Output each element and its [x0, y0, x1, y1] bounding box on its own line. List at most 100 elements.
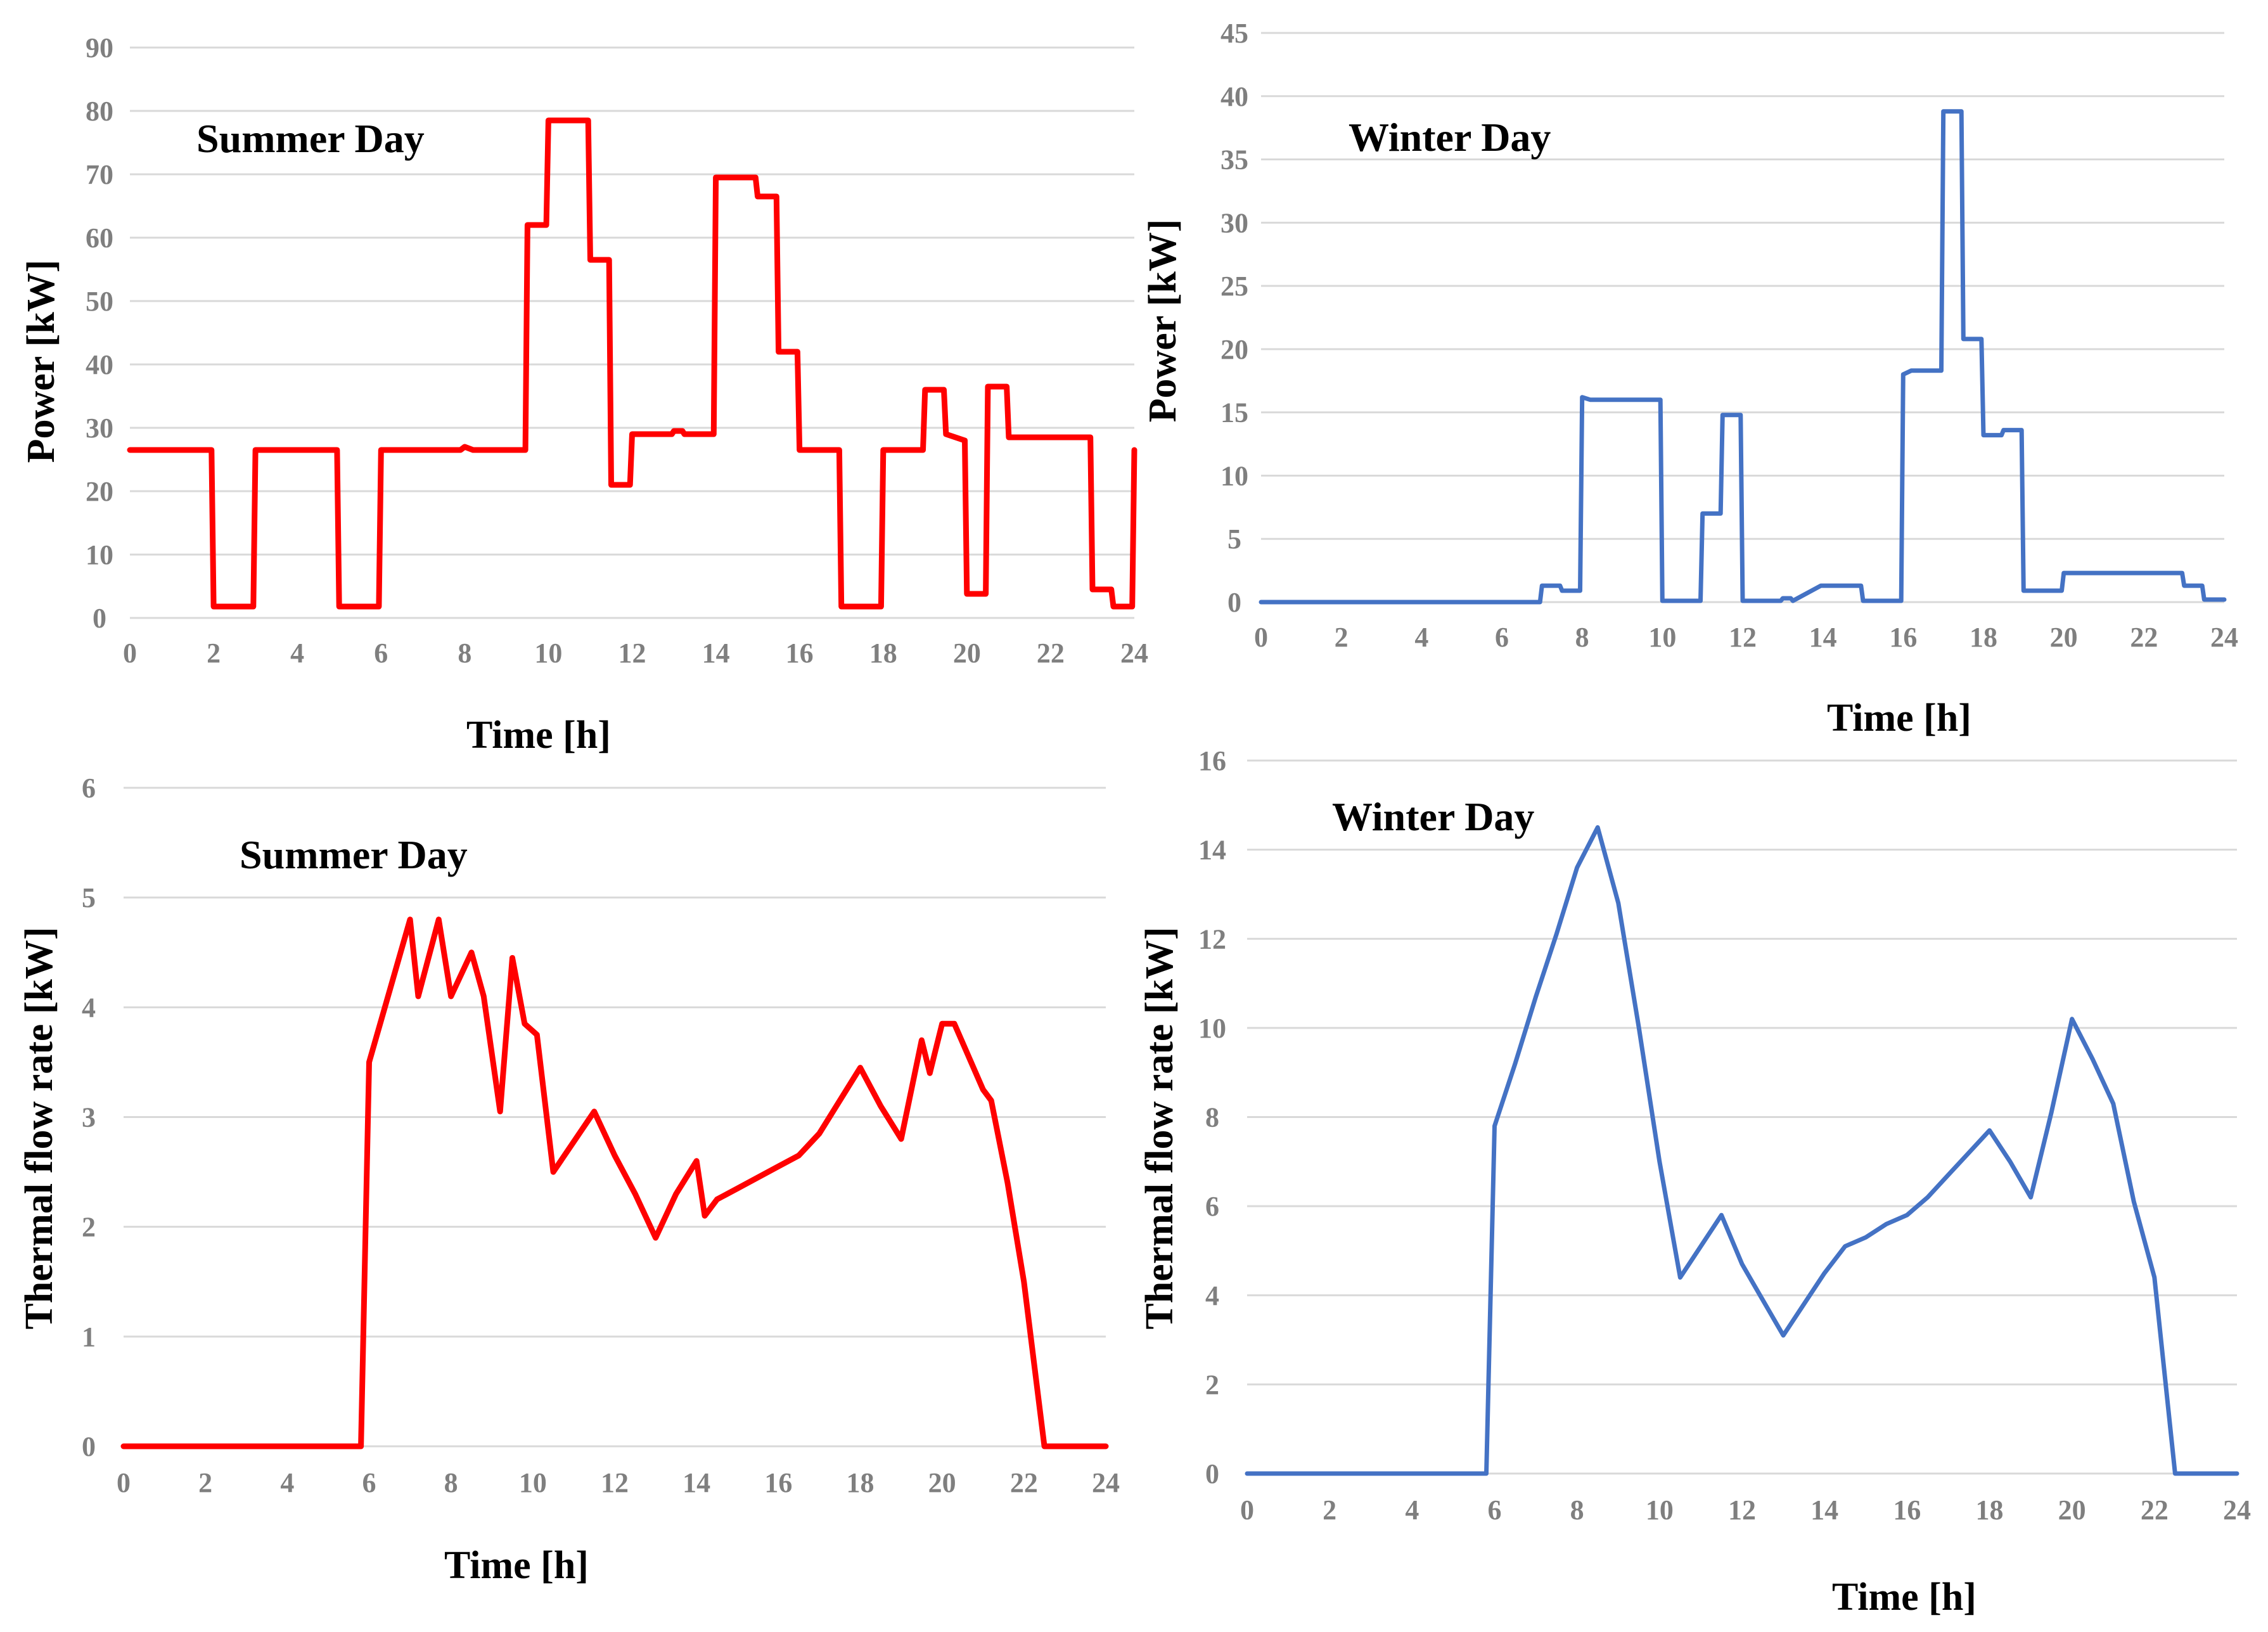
- winter-thermal-y-tick-label: 0: [1205, 1458, 1219, 1489]
- summer-thermal-x-tick-label: 8: [444, 1467, 458, 1498]
- winter-thermal-x-axis-title: Time [h]: [1832, 1576, 1976, 1619]
- winter-thermal-x-tick-label: 12: [1728, 1494, 1756, 1526]
- winter-power-x-tick-label: 0: [1254, 622, 1268, 653]
- summer-power-x-tick-label: 8: [458, 638, 471, 669]
- winter-power-y-tick-label: 0: [1227, 587, 1241, 618]
- winter-power-x-tick-label: 2: [1335, 622, 1349, 653]
- summer-thermal-series-line: [120, 916, 1109, 1449]
- summer-power-x-tick-label: 14: [702, 638, 730, 669]
- summer-power-series-line: [127, 117, 1137, 610]
- summer-thermal-gridlines: [124, 787, 1106, 1448]
- summer-power-gridlines: [130, 46, 1134, 619]
- summer-thermal-y-tick-label: 0: [82, 1431, 96, 1462]
- winter-power-y-axis-title: Power [kW]: [1141, 219, 1184, 423]
- summer-thermal-y-tick-label: 4: [82, 992, 96, 1023]
- summer-thermal-annotation: Summer Day: [240, 832, 468, 877]
- summer-thermal-x-axis-title: Time [h]: [444, 1544, 589, 1587]
- summer-thermal-x-tick-label: 10: [519, 1467, 547, 1498]
- winter-thermal-x-tick-label: 20: [2058, 1494, 2086, 1526]
- winter-power-series-line: [1259, 109, 2227, 605]
- summer-thermal-y-axis-title: Thermal flow rate [kW]: [18, 927, 61, 1329]
- winter-thermal-x-tick-label: 6: [1488, 1494, 1502, 1526]
- summer-power-y-tick-label: 0: [93, 603, 106, 634]
- summer-power-x-tick-label: 2: [207, 638, 221, 669]
- summer-power-x-tick-label: 10: [534, 638, 562, 669]
- winter-thermal-annotation: Winter Day: [1332, 794, 1534, 839]
- winter-thermal-x-tick-label: 16: [1893, 1494, 1921, 1526]
- summer-power-x-tick-label: 18: [869, 638, 897, 669]
- winter-power-x-tick-label: 6: [1495, 622, 1509, 653]
- summer-power-y-tick-label: 10: [86, 539, 113, 570]
- winter-thermal-series: [1245, 825, 2239, 1476]
- summer-thermal-y-tick-label: 3: [82, 1102, 96, 1133]
- summer-thermal-y-tick-label: 6: [82, 773, 96, 804]
- winter-thermal-y-tick-label: 2: [1205, 1369, 1219, 1400]
- winter-power-x-tick-label: 18: [1970, 622, 1997, 653]
- winter-thermal-x-tick-label: 22: [2141, 1494, 2169, 1526]
- summer-thermal-x-tick-label: 20: [928, 1467, 956, 1498]
- winter-thermal-y-tick-label: 12: [1198, 923, 1226, 954]
- winter-power-x-tick-label: 8: [1575, 622, 1589, 653]
- summer-thermal-series: [120, 916, 1109, 1449]
- winter-power-x-tick-label: 10: [1648, 622, 1676, 653]
- winter-power-x-tick-label: 12: [1729, 622, 1757, 653]
- summer-power-x-tick-label: 0: [123, 638, 137, 669]
- winter-power-x-tick-label: 20: [2050, 622, 2078, 653]
- summer-power-x-tick-label: 24: [1120, 638, 1148, 669]
- winter-thermal-x-tick-label: 2: [1323, 1494, 1336, 1526]
- summer-power-x-tick-label: 4: [290, 638, 304, 669]
- winter-power-x-tick-label: 24: [2210, 622, 2238, 653]
- winter-power-y-tick-label: 25: [1220, 271, 1248, 302]
- summer-thermal-x-tick-label: 22: [1010, 1467, 1038, 1498]
- winter-thermal-gridlines: [1247, 759, 2237, 1475]
- winter-power-x-axis-title: Time [h]: [1827, 697, 1971, 740]
- summer-power-x-tick-label: 12: [618, 638, 646, 669]
- winter-thermal-x-tick-label: 24: [2223, 1494, 2251, 1526]
- summer-thermal-y-tick-label: 2: [82, 1212, 96, 1243]
- winter-power-y-tick-label: 30: [1220, 207, 1248, 238]
- summer-thermal-x-tick-label: 2: [198, 1467, 212, 1498]
- winter-power-x-tick-label: 14: [1809, 622, 1837, 653]
- summer-power-y-tick-label: 30: [86, 413, 113, 444]
- winter-thermal-x-tick-label: 14: [1810, 1494, 1838, 1526]
- summer-thermal-x-tick-label: 4: [280, 1467, 294, 1498]
- winter-power-y-tick-label: 10: [1220, 460, 1248, 491]
- summer-power-x-tick-label: 22: [1037, 638, 1065, 669]
- winter-thermal-y-tick-label: 10: [1198, 1013, 1226, 1044]
- summer-thermal-x-tick-label: 24: [1092, 1467, 1120, 1498]
- summer-power-y-tick-label: 40: [86, 349, 113, 380]
- winter-thermal-series-line: [1245, 825, 2239, 1476]
- summer-thermal-x-tick-label: 18: [847, 1467, 875, 1498]
- summer-power-y-tick-label: 50: [86, 286, 113, 317]
- winter-thermal-y-tick-label: 16: [1198, 745, 1226, 776]
- winter-thermal-x-tick-label: 4: [1405, 1494, 1419, 1526]
- winter-thermal-x-tick-label: 8: [1570, 1494, 1584, 1526]
- summer-power-y-tick-label: 80: [86, 96, 113, 127]
- summer-power-y-tick-label: 60: [86, 222, 113, 254]
- winter-power-x-tick-label: 22: [2130, 622, 2158, 653]
- summer-power-x-tick-label: 6: [374, 638, 388, 669]
- summer-thermal-y-tick-label: 1: [82, 1321, 96, 1353]
- summer-thermal-x-tick-label: 6: [362, 1467, 376, 1498]
- winter-power-annotation: Winter Day: [1349, 115, 1551, 160]
- summer-power-x-axis-title: Time [h]: [466, 714, 611, 757]
- winter-power-y-tick-label: 15: [1220, 397, 1248, 428]
- winter-power-y-tick-label: 35: [1220, 145, 1248, 176]
- winter-power-x-tick-label: 4: [1414, 622, 1428, 653]
- winter-thermal-y-tick-label: 8: [1205, 1102, 1219, 1133]
- winter-power-y-tick-label: 20: [1220, 334, 1248, 365]
- winter-thermal-y-axis-title: Thermal flow rate [kW]: [1138, 927, 1181, 1329]
- summer-thermal-x-tick-label: 0: [117, 1467, 131, 1498]
- winter-thermal-x-tick-label: 18: [1976, 1494, 2004, 1526]
- summer-power-x-tick-label: 20: [953, 638, 981, 669]
- summer-power-series: [127, 117, 1137, 610]
- summer-thermal-x-tick-label: 12: [601, 1467, 629, 1498]
